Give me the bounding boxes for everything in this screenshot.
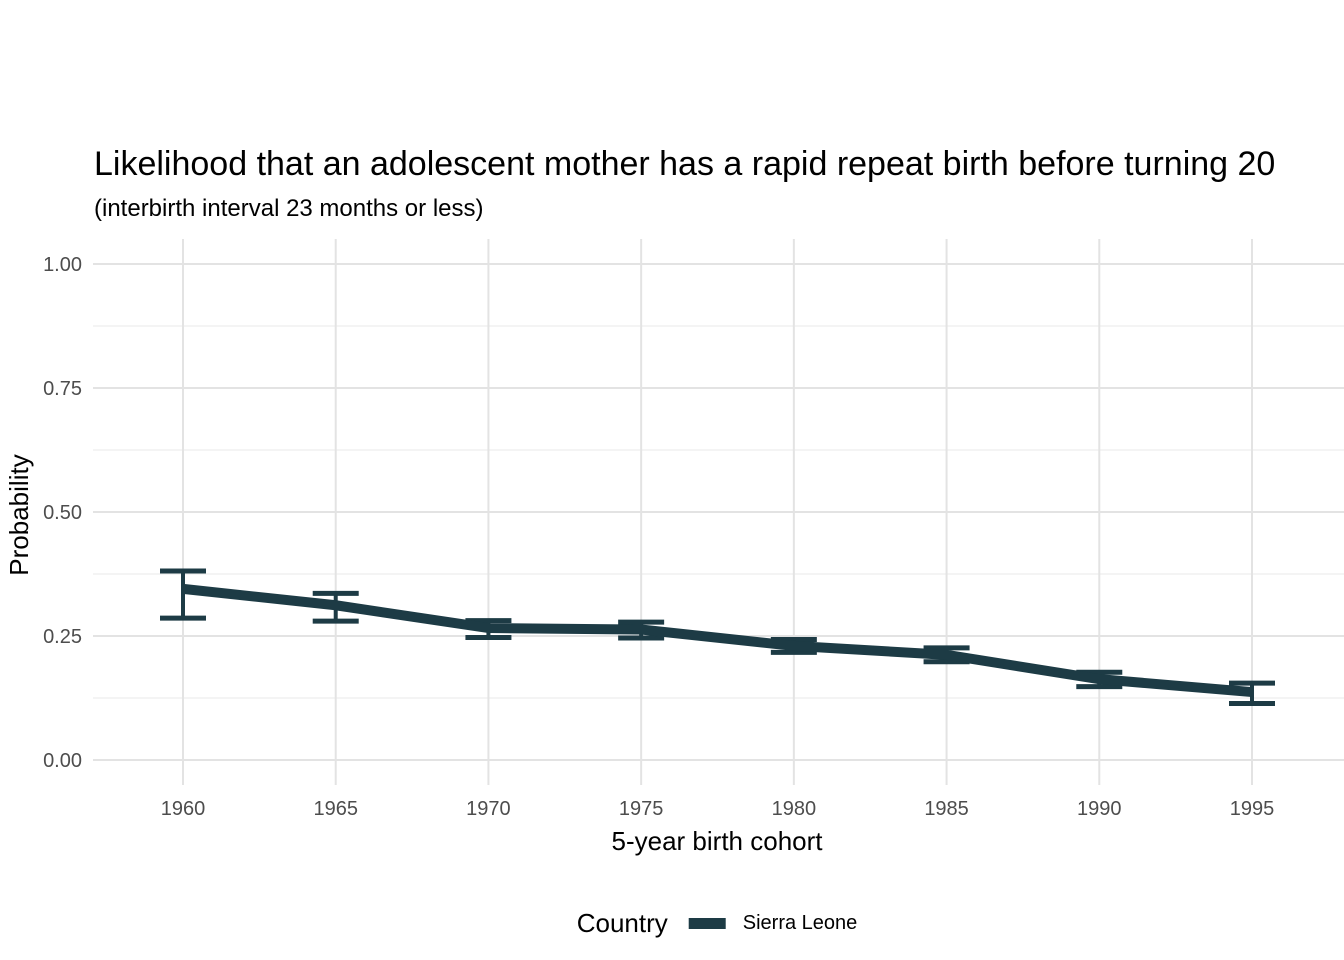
legend-key-line-swatch (688, 917, 726, 929)
x-tick-label: 1980 (772, 798, 817, 820)
chart-subtitle: (interbirth interval 23 months or less) (94, 195, 484, 222)
y-axis-title: Probability (4, 454, 34, 576)
legend-title: Country (576, 907, 668, 938)
chart-title: Likelihood that an adolescent mother has… (94, 145, 1276, 183)
legend: Country Sierra Leone (577, 904, 858, 942)
x-tick-label: 1965 (313, 798, 358, 820)
y-tick-label: 0.25 (43, 626, 82, 648)
y-tick-label: 0.00 (43, 750, 82, 772)
y-tick-label: 1.00 (43, 254, 82, 276)
legend-series-label: Sierra Leone (742, 911, 858, 934)
x-tick-label: 1970 (466, 798, 511, 820)
x-tick-label: 1990 (1077, 798, 1122, 820)
x-tick-label: 1960 (161, 798, 206, 820)
x-tick-label: 1995 (1230, 798, 1275, 820)
data-line-sierra-leone (182, 583, 1253, 698)
x-tick-label: 1985 (924, 798, 969, 820)
y-tick-label: 0.75 (43, 378, 82, 400)
x-axis-title: 5-year birth cohort (611, 826, 823, 856)
y-tick-label: 0.50 (43, 502, 82, 524)
x-tick-label: 1975 (619, 798, 664, 820)
